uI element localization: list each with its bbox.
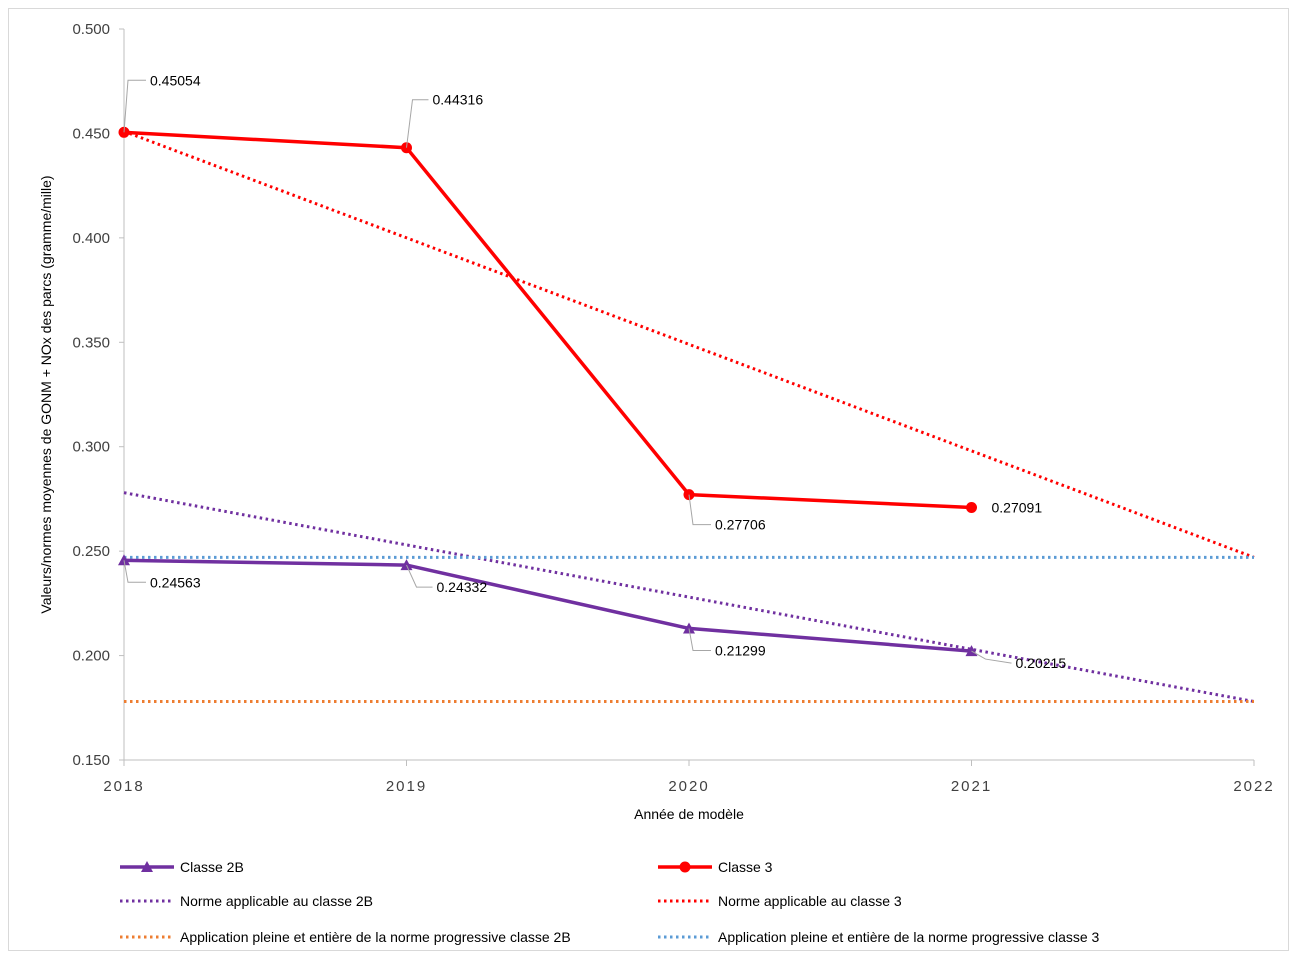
data-point-triangle [400, 559, 413, 571]
series-norme-applicable-au-classe-2b [123, 491, 1255, 703]
legend-item-classe-3: Classe 3 [658, 859, 773, 875]
x-tick-label: 2022 [1233, 778, 1274, 795]
y-tick-label: 0.300 [72, 439, 110, 456]
legend-label: Classe 3 [718, 859, 773, 875]
data-label-leader [688, 628, 711, 651]
legend-label: Application pleine et entière de la norm… [718, 929, 1100, 945]
legend-label: Application pleine et entière de la norm… [180, 929, 571, 945]
data-label-leader [123, 560, 146, 583]
data-label-leader [123, 79, 146, 133]
data-label: 0.27091 [992, 499, 1043, 515]
legend: Classe 2B Classe 3 Norme applicable au cla… [120, 859, 1100, 945]
data-point-triangle [683, 622, 695, 634]
legend-item-application-pleine-et-entiere-de-la-norme-progressive-classe-3: Application pleine et entière de la norm… [658, 929, 1100, 945]
series-line-classe-2b [123, 558, 972, 653]
x-tick-label: 2020 [668, 778, 709, 795]
data-label: 0.20215 [1016, 655, 1067, 671]
legend-item-norme-applicable-au-classe-2b: Norme applicable au classe 2B [120, 893, 373, 909]
data-label: 0.45054 [150, 72, 201, 88]
data-label-leader [406, 564, 433, 588]
legend-item-classe-2b: Classe 2B [120, 859, 244, 875]
series-classe-2b: 0.24563 0.24332 0.21299 0.20215 [118, 554, 1066, 671]
y-tick-label: 0.450 [72, 125, 110, 142]
data-label-leader [406, 99, 429, 148]
legend-label: Norme applicable au classe 3 [718, 893, 902, 909]
x-tick-labels: 2018 2019 2020 2021 2022 [103, 760, 1274, 795]
y-tick-label: 0.500 [72, 21, 110, 38]
data-label: 0.44316 [433, 92, 484, 108]
axes [123, 29, 1254, 761]
chart-frame [8, 8, 1289, 951]
y-tick-label: 0.150 [72, 752, 110, 769]
y-tick-labels: 0.150 0.200 0.250 0.300 0.350 0.400 0.450 0.500 [72, 21, 124, 769]
x-tick-label: 2019 [386, 778, 427, 795]
data-label: 0.21299 [715, 642, 766, 658]
y-tick-label: 0.400 [72, 230, 110, 247]
series-classe-3: 0.45054 0.44316 0.27706 0.27091 [118, 72, 1043, 533]
series-line-norme-applicable-au-classe-2b [123, 491, 1255, 703]
series-line-classe-3 [123, 130, 972, 510]
x-tick-label: 2018 [103, 778, 144, 795]
y-axis-title: Valeurs/normes moyennes de GONM + NOx de… [38, 175, 54, 613]
x-axis-title: Année de modèle [634, 806, 744, 822]
y-tick-label: 0.350 [72, 334, 110, 351]
data-point-triangle [118, 554, 130, 566]
legend-swatch-marker [679, 861, 691, 873]
series-layer: 0.24563 0.24332 0.21299 0.20215 0.45054 0.443… [118, 72, 1255, 703]
y-tick-label: 0.250 [72, 543, 110, 560]
data-point-circle [966, 501, 977, 513]
data-label: 0.24563 [150, 574, 201, 590]
x-tick-label: 2021 [951, 778, 992, 795]
data-label: 0.24332 [437, 579, 488, 595]
legend-label: Classe 2B [180, 859, 244, 875]
legend-item-norme-applicable-au-classe-3: Norme applicable au classe 3 [658, 893, 902, 909]
legend-label: Norme applicable au classe 2B [180, 893, 373, 909]
data-label-leader [688, 494, 711, 526]
data-label: 0.27706 [715, 517, 766, 533]
legend-swatch-marker [141, 861, 153, 872]
legend-item-application-pleine-et-entiere-de-la-norme-progressive-classe-2b: Application pleine et entière de la norm… [120, 929, 571, 945]
data-label-leader [971, 650, 1012, 664]
y-tick-label: 0.200 [72, 648, 110, 665]
